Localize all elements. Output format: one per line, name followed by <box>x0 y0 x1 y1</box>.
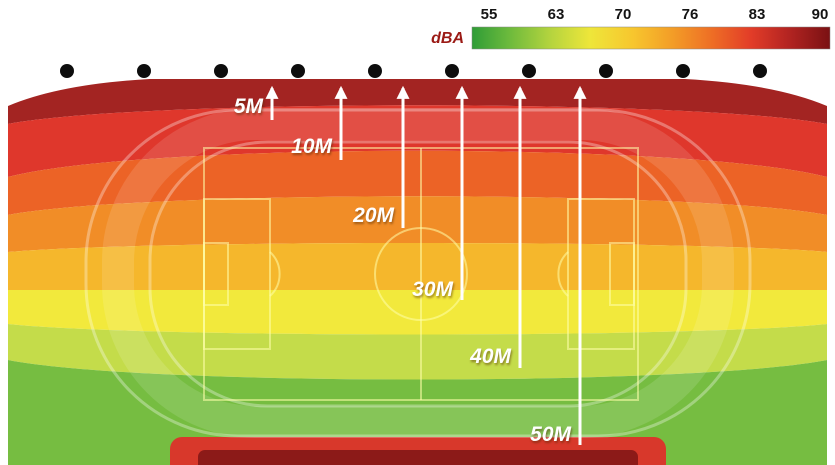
goal-area-left <box>203 242 229 306</box>
bottom-stand-noise-core <box>198 450 638 465</box>
speaker-marker-icon <box>445 64 459 78</box>
soccer-field-lines <box>203 147 639 401</box>
distance-label-40m: 40M <box>469 345 511 368</box>
distance-label-20m: 20M <box>352 204 394 227</box>
penalty-arc-left <box>269 251 281 297</box>
speaker-markers <box>60 64 767 78</box>
speaker-marker-icon <box>522 64 536 78</box>
stadium-overlay <box>84 108 752 438</box>
center-circle <box>374 227 468 321</box>
distance-label-10m: 10M <box>291 135 332 158</box>
colorbar-gradient <box>471 26 831 50</box>
speaker-marker-icon <box>291 64 305 78</box>
speaker-marker-icon <box>753 64 767 78</box>
distance-arrows <box>265 85 587 445</box>
speaker-marker-icon <box>368 64 382 78</box>
colorbar-legend: 55 63 70 76 83 90 dBA <box>431 6 831 50</box>
distance-labels: 5M 10M 20M 30M 40M 50M <box>234 95 572 446</box>
noise-band-76 <box>8 196 827 252</box>
noise-band-67 <box>8 290 827 335</box>
noise-band-61 <box>8 324 827 380</box>
colorbar-tick: 83 <box>749 6 766 23</box>
goal-area-right <box>609 242 635 306</box>
noise-band-90 <box>8 79 827 124</box>
distance-label-50m: 50M <box>530 423 571 446</box>
speaker-marker-icon <box>214 64 228 78</box>
map-corner-mask-left <box>8 79 150 106</box>
colorbar-unit-label: dBA <box>431 30 464 47</box>
running-track-outer-outline <box>84 108 752 438</box>
speaker-marker-icon <box>137 64 151 78</box>
distance-label-5m: 5M <box>234 95 264 118</box>
noise-band-85 <box>8 105 827 177</box>
running-track-ring <box>102 108 734 438</box>
penalty-arc-right <box>557 251 569 297</box>
speaker-marker-icon <box>60 64 74 78</box>
colorbar-tick: 90 <box>812 6 829 23</box>
speaker-marker-icon <box>676 64 690 78</box>
colorbar-tick: 63 <box>548 6 565 23</box>
speaker-marker-icon <box>599 64 613 78</box>
distance-label-30m: 30M <box>412 278 453 301</box>
colorbar-tick: 76 <box>682 6 699 23</box>
colorbar-tick: 70 <box>615 6 632 23</box>
map-corner-mask-right <box>685 79 827 106</box>
colorbar-tick: 55 <box>481 6 498 23</box>
noise-band-72 <box>8 243 827 290</box>
running-track-inner-outline <box>148 140 688 408</box>
heatmap <box>8 79 827 465</box>
